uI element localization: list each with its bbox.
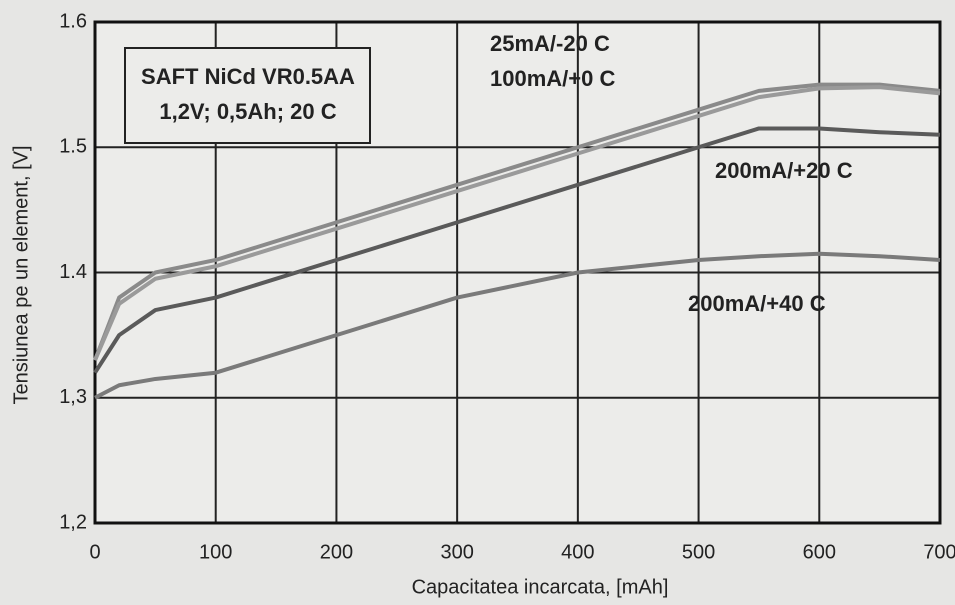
series-label: 25mA/-20 C — [490, 31, 610, 56]
x-tick-label: 500 — [682, 541, 715, 563]
plot-border — [93, 20, 942, 525]
line-series — [93, 126, 941, 374]
chart-subtitle: 1,2V; 0,5Ah; 20 C — [159, 99, 336, 124]
line-series — [94, 251, 941, 400]
chart-title: SAFT NiCd VR0.5AA — [141, 64, 355, 89]
series-label: 200mA/+40 C — [688, 291, 826, 316]
x-tick-label: 200 — [320, 541, 353, 563]
x-tick-label: 600 — [803, 541, 836, 563]
x-tick-label: 0 — [89, 541, 100, 563]
x-tick-label: 400 — [561, 541, 594, 563]
y-tick-label: 1.6 — [59, 10, 87, 32]
y-tick-label: 1,3 — [59, 386, 87, 408]
y-tick-label: 1.4 — [59, 261, 87, 283]
y-tick-label: 1.5 — [59, 136, 87, 158]
series-label: 100mA/+0 C — [490, 66, 615, 91]
y-axis-label: Tensiunea pe un element, [V] — [10, 145, 32, 404]
x-tick-label: 700 — [923, 541, 955, 563]
title-box — [124, 47, 371, 144]
line-series — [93, 82, 941, 361]
x-axis-label: Capacitatea incarcata, [mAh] — [412, 576, 669, 598]
x-tick-label: 100 — [199, 541, 232, 563]
y-tick-label: 1,2 — [59, 511, 87, 533]
line-series — [93, 85, 941, 361]
series-label: 200mA/+20 C — [715, 158, 853, 183]
x-tick-label: 300 — [440, 541, 473, 563]
